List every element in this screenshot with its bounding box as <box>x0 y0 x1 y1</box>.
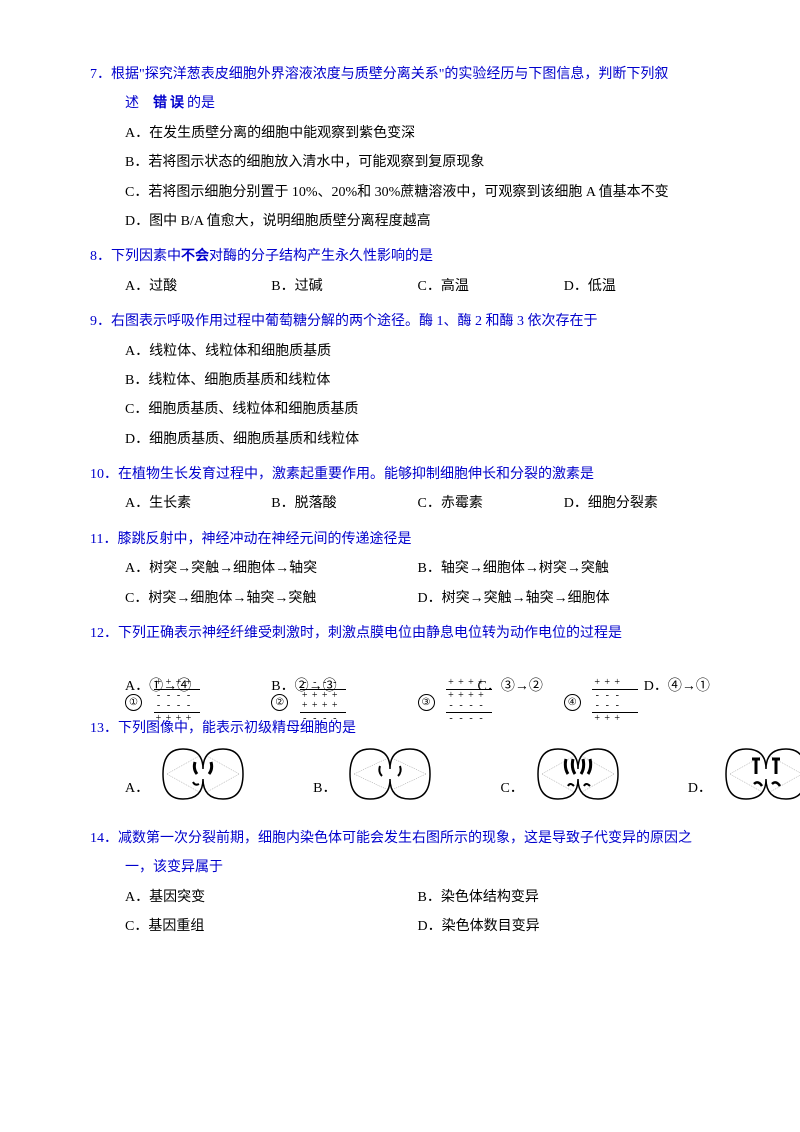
q8-number: 8． <box>90 249 111 264</box>
q11-stem: 11．膝跳反射中，神经冲动在神经元间的传递途径是 <box>90 525 710 554</box>
q12-diagram-row: A．①→④ ① ++++ ---- ---- ++++ B．②→③ ② ----… <box>90 676 710 726</box>
cell-icon <box>340 744 440 804</box>
q7-stem-pre: 述 <box>125 96 139 111</box>
q10-stem-text: 在植物生长发育过程中，激素起重要作用。能够抑制细胞伸长和分裂的激素是 <box>118 467 594 482</box>
q11-option-b: B．轴突→细胞体→树突→突触 <box>418 554 711 583</box>
q9-stem: 9．右图表示呼吸作用过程中葡萄糖分解的两个途径。酶 1、酶 2 和酶 3 依次存… <box>90 307 710 336</box>
q11-option-d: D．树突→突触→轴突→细胞体 <box>418 584 711 613</box>
q9-options: A．线粒体、线粒体和细胞质基质 B．线粒体、细胞质基质和线粒体 C．细胞质基质、… <box>90 337 710 455</box>
q10-stem: 10．在植物生长发育过程中，激素起重要作用。能够抑制细胞伸长和分裂的激素是 <box>90 460 710 489</box>
q12-circle-3: ③ <box>418 694 435 711</box>
question-12: 12．下列正确表示神经纤维受刺激时，刺激点膜电位由静息电位转为动作电位的过程是 … <box>90 619 710 726</box>
q11-options-row1: A．树突→突触→细胞体→轴突 B．轴突→细胞体→树突→突触 <box>90 554 710 583</box>
q11-stem-text: 膝跳反射中，神经冲动在神经元间的传递途径是 <box>117 532 411 547</box>
q13-label-b: B． <box>313 774 336 803</box>
q12-circle-4: ④ <box>564 694 581 711</box>
cell-icon <box>153 744 253 804</box>
cell-icon <box>528 744 628 804</box>
question-14: 14．减数第一次分裂前期，细胞内染色体可能会发生右图所示的现象，这是导致子代变异… <box>90 824 710 942</box>
q12-stem: 12．下列正确表示神经纤维受刺激时，刺激点膜电位由静息电位转为动作电位的过程是 <box>90 619 710 648</box>
q11-number: 11． <box>90 532 117 547</box>
q7-option-a: A．在发生质壁分离的细胞中能观察到紫色变深 <box>125 119 710 148</box>
q10-option-a: A．生长素 <box>125 489 271 518</box>
q13-label-d: D． <box>688 774 712 803</box>
question-13: 13．下列图像中，能表示初级精母细胞的是 A． B． <box>90 714 710 803</box>
q13-cell-d: D． <box>688 744 800 804</box>
q12-option-d: D．④→① <box>644 672 710 701</box>
q7-stem: 7．根据"探究洋葱表皮细胞外界溶液浓度与质壁分离关系"的实验经历与下图信息，判断… <box>90 60 710 89</box>
q8-option-c: C．高温 <box>418 272 564 301</box>
q12-option-a: A．①→④ <box>125 672 191 701</box>
q14-option-d: D．染色体数目变异 <box>418 912 711 941</box>
q13-cell-a: A． <box>125 744 253 804</box>
q11-option-c: C．树突→细胞体→轴突→突触 <box>125 584 418 613</box>
q9-option-d: D．细胞质基质、细胞质基质和线粒体 <box>125 425 710 454</box>
q9-number: 9． <box>90 314 111 329</box>
q14-stem: 14．减数第一次分裂前期，细胞内染色体可能会发生右图所示的现象，这是导致子代变异… <box>90 824 710 853</box>
q14-option-b: B．染色体结构变异 <box>418 883 711 912</box>
q14-stem-line2: 一，该变异属于 <box>90 853 710 882</box>
q7-options: A．在发生质壁分离的细胞中能观察到紫色变深 B．若将图示状态的细胞放入清水中，可… <box>90 119 710 237</box>
question-7: 7．根据"探究洋葱表皮细胞外界溶液浓度与质壁分离关系"的实验经历与下图信息，判断… <box>90 60 710 236</box>
q10-option-c: C．赤霉素 <box>418 489 564 518</box>
q11-options-row2: C．树突→细胞体→轴突→突触 D．树突→突触→轴突→细胞体 <box>90 584 710 613</box>
q12-membrane-1: A．①→④ ① ++++ ---- ---- ++++ <box>125 678 271 724</box>
q12-option-b: B．②→③ <box>271 672 336 701</box>
q8-option-b: B．过碱 <box>271 272 417 301</box>
q7-option-c: C．若将图示细胞分别置于 10%、20%和 30%蔗糖溶液中，可观察到该细胞 A… <box>125 178 710 207</box>
q7-stem-line1: 根据"探究洋葱表皮细胞外界溶液浓度与质壁分离关系"的实验经历与下图信息，判断下列… <box>111 67 668 82</box>
q8-stem-pre: 下列因素中 <box>111 249 181 264</box>
q12-option-c: C．③→② <box>478 672 543 701</box>
q10-options: A．生长素 B．脱落酸 C．赤霉素 D．细胞分裂素 <box>90 489 710 518</box>
q7-stem-line2: 述 错误的是 <box>90 89 710 118</box>
q12-membrane-4: D．④→① ④ +++ --- --- +++ <box>564 678 710 724</box>
q14-stem-line1: 减数第一次分裂前期，细胞内染色体可能会发生右图所示的现象，这是导致子代变异的原因… <box>118 831 692 846</box>
q9-option-b: B．线粒体、细胞质基质和线粒体 <box>125 366 710 395</box>
q12-stem-text: 下列正确表示神经纤维受刺激时，刺激点膜电位由静息电位转为动作电位的过程是 <box>118 626 622 641</box>
q13-diagram-row: A． B． <box>90 744 710 804</box>
q14-option-c: C．基因重组 <box>125 912 418 941</box>
q7-number: 7． <box>90 67 111 82</box>
q13-label-c: C． <box>500 774 523 803</box>
q12-membrane-2: B．②→③ ② ---- ++++ ++++ ---- <box>271 678 417 724</box>
q10-number: 10． <box>90 467 118 482</box>
question-10: 10．在植物生长发育过程中，激素起重要作用。能够抑制细胞伸长和分裂的激素是 A．… <box>90 460 710 519</box>
question-8: 8．下列因素中不会对酶的分子结构产生永久性影响的是 A．过酸 B．过碱 C．高温… <box>90 242 710 301</box>
q9-option-a: A．线粒体、线粒体和细胞质基质 <box>125 337 710 366</box>
q7-emphasis: 错误 <box>153 96 187 111</box>
q7-option-d: D．图中 B/A 值愈大，说明细胞质壁分离程度越高 <box>125 207 710 236</box>
q8-options: A．过酸 B．过碱 C．高温 D．低温 <box>90 272 710 301</box>
q7-option-b: B．若将图示状态的细胞放入清水中，可能观察到复原现象 <box>125 148 710 177</box>
question-9: 9．右图表示呼吸作用过程中葡萄糖分解的两个途径。酶 1、酶 2 和酶 3 依次存… <box>90 307 710 454</box>
question-11: 11．膝跳反射中，神经冲动在神经元间的传递途径是 A．树突→突触→细胞体→轴突 … <box>90 525 710 613</box>
q14-options-row2: C．基因重组 D．染色体数目变异 <box>90 912 710 941</box>
q8-option-a: A．过酸 <box>125 272 271 301</box>
q11-option-a: A．树突→突触→细胞体→轴突 <box>125 554 418 583</box>
q12-membrane-3: C．③→② ③ ++++ ++++ ---- ---- <box>418 678 564 724</box>
q13-cell-b: B． <box>313 744 440 804</box>
q7-stem-post: 的是 <box>187 96 215 111</box>
q8-option-d: D．低温 <box>564 272 710 301</box>
q13-label-a: A． <box>125 774 149 803</box>
q10-option-b: B．脱落酸 <box>271 489 417 518</box>
cell-icon <box>716 744 800 804</box>
q14-options-row1: A．基因突变 B．染色体结构变异 <box>90 883 710 912</box>
membrane-icon: +++ --- --- +++ <box>592 678 638 724</box>
q8-bold: 不会 <box>181 249 209 264</box>
q12-number: 12． <box>90 626 118 641</box>
q14-option-a: A．基因突变 <box>125 883 418 912</box>
q13-cell-c: C． <box>500 744 627 804</box>
q8-stem: 8．下列因素中不会对酶的分子结构产生永久性影响的是 <box>90 242 710 271</box>
q9-stem-text: 右图表示呼吸作用过程中葡萄糖分解的两个途径。酶 1、酶 2 和酶 3 依次存在于 <box>111 314 598 329</box>
q8-stem-post: 对酶的分子结构产生永久性影响的是 <box>209 249 433 264</box>
q9-option-c: C．细胞质基质、线粒体和细胞质基质 <box>125 395 710 424</box>
q14-number: 14． <box>90 831 118 846</box>
q10-option-d: D．细胞分裂素 <box>564 489 710 518</box>
